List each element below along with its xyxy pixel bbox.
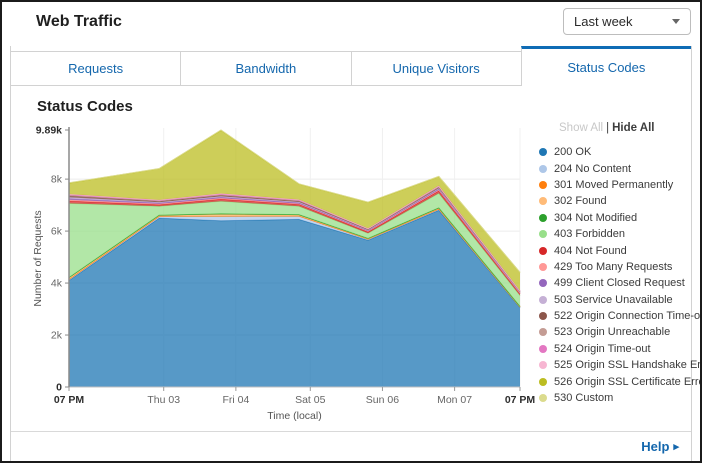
x-tick-label: 07 PM xyxy=(54,394,85,406)
legend-item-label: 302 Found xyxy=(554,195,607,208)
legend-item-label: 404 Not Found xyxy=(554,244,627,257)
legend-item[interactable]: 499 Client Closed Request xyxy=(539,275,691,291)
legend-item[interactable]: 526 Origin SSL Certificate Error xyxy=(539,373,700,389)
series-color-dot xyxy=(539,361,547,370)
legend-item-label: 429 Too Many Requests xyxy=(554,260,673,273)
help-link[interactable]: Help ▸ xyxy=(641,439,679,454)
series-color-dot xyxy=(539,328,547,337)
traffic-panel: Requests Bandwidth Unique Visitors Statu… xyxy=(10,46,700,461)
legend-item[interactable]: 302 Found xyxy=(539,193,691,209)
series-color-dot xyxy=(539,262,547,271)
y-tick-label: 9.89k xyxy=(36,125,62,137)
legend-item-label: 304 Not Modified xyxy=(554,211,638,224)
tab-bar: Requests Bandwidth Unique Visitors Statu… xyxy=(11,46,691,86)
y-tick-label: 4k xyxy=(51,278,63,290)
series-color-dot xyxy=(539,394,547,403)
legend-item-label: 526 Origin SSL Certificate Error xyxy=(554,375,702,388)
series-color-dot xyxy=(539,197,547,206)
legend-item-label: 301 Moved Permanently xyxy=(554,178,674,191)
legend-item[interactable]: 200 OK xyxy=(539,144,691,160)
tab-unique-visitors[interactable]: Unique Visitors xyxy=(350,51,521,86)
series-color-dot xyxy=(539,164,547,173)
legend-item[interactable]: 404 Not Found xyxy=(539,242,691,258)
series-color-dot xyxy=(539,344,547,353)
series-color-dot xyxy=(539,213,547,222)
legend-item[interactable]: 522 Origin Connection Time-out xyxy=(539,308,700,324)
hide-all-link[interactable]: Hide All xyxy=(612,122,655,134)
x-tick-label: Sat 05 xyxy=(295,394,326,406)
x-axis-title: Time (local) xyxy=(267,410,321,422)
series-color-dot xyxy=(539,377,547,386)
time-range-value: Last week xyxy=(574,14,633,29)
legend-item-label: 530 Custom xyxy=(554,392,614,405)
x-tick-label: Sun 06 xyxy=(366,394,399,406)
legend-item[interactable]: 304 Not Modified xyxy=(539,210,691,226)
y-axis-title: Number of Requests xyxy=(32,210,44,306)
status-codes-chart: 0 2k 4k 6k 8k 9.89k 07 PM Thu 03 Fri 04 Sat 05 Sun… xyxy=(32,125,536,423)
tab-bandwidth[interactable]: Bandwidth xyxy=(180,51,351,86)
series-color-dot xyxy=(539,279,547,288)
legend-item-label: 525 Origin SSL Handshake Error xyxy=(554,359,702,372)
legend-item-label: 499 Client Closed Request xyxy=(554,277,685,290)
area-526 xyxy=(69,130,520,291)
time-range-select[interactable]: Last week xyxy=(563,8,691,35)
legend-item[interactable]: 429 Too Many Requests xyxy=(539,259,691,275)
x-tick-label: 07 PM xyxy=(505,394,536,406)
legend-item[interactable]: 525 Origin SSL Handshake Error xyxy=(539,357,700,373)
legend-item-label: 522 Origin Connection Time-out xyxy=(554,310,702,323)
legend-item[interactable]: 204 No Content xyxy=(539,160,691,176)
x-tick-label: Mon 07 xyxy=(437,394,472,406)
legend-controls-divider: | xyxy=(606,122,610,134)
legend-item-label: 523 Origin Unreachable xyxy=(554,326,671,339)
y-tick-label: 6k xyxy=(51,226,63,238)
y-tick-label: 8k xyxy=(51,174,63,186)
legend-item[interactable]: 403 Forbidden xyxy=(539,226,691,242)
chart-legend: Show All | Hide All 200 OK 204 No Content 30… xyxy=(539,122,700,406)
legend-item[interactable]: 301 Moved Permanently xyxy=(539,177,691,193)
legend-item-label: 200 OK xyxy=(554,146,592,159)
help-link-label: Help xyxy=(641,439,670,454)
legend-item[interactable]: 503 Service Unavailable xyxy=(539,292,691,308)
page-title: Web Traffic xyxy=(36,13,122,30)
area-200 xyxy=(69,210,520,387)
series-color-dot xyxy=(539,295,547,304)
help-arrow-icon: ▸ xyxy=(673,441,679,453)
chart-title: Status Codes xyxy=(37,98,133,115)
legend-controls: Show All | Hide All xyxy=(559,122,691,134)
x-tick-label: Fri 04 xyxy=(222,394,249,406)
show-all-link[interactable]: Show All xyxy=(559,122,604,134)
legend-item-label: 403 Forbidden xyxy=(554,228,625,241)
series-color-dot xyxy=(539,180,547,189)
tab-status-codes[interactable]: Status Codes xyxy=(520,46,691,86)
tab-requests[interactable]: Requests xyxy=(11,51,181,86)
legend-item[interactable]: 524 Origin Time-out xyxy=(539,341,691,357)
legend-item-label: 204 No Content xyxy=(554,162,632,175)
series-color-dot xyxy=(539,312,547,321)
series-color-dot xyxy=(539,148,547,157)
series-color-dot xyxy=(539,246,547,255)
legend-item[interactable]: 530 Custom xyxy=(539,390,691,406)
legend-item-label: 503 Service Unavailable xyxy=(554,293,673,306)
y-tick-label: 2k xyxy=(51,330,63,342)
series-color-dot xyxy=(539,230,547,239)
legend-item-label: 524 Origin Time-out xyxy=(554,342,651,355)
chevron-down-icon xyxy=(672,19,680,24)
area-edge-530 xyxy=(68,129,521,273)
x-tick-label: Thu 03 xyxy=(147,394,180,406)
legend-item[interactable]: 523 Origin Unreachable xyxy=(539,324,691,340)
panel-footer: Help ▸ xyxy=(11,431,691,461)
y-tick-label: 0 xyxy=(56,382,62,394)
